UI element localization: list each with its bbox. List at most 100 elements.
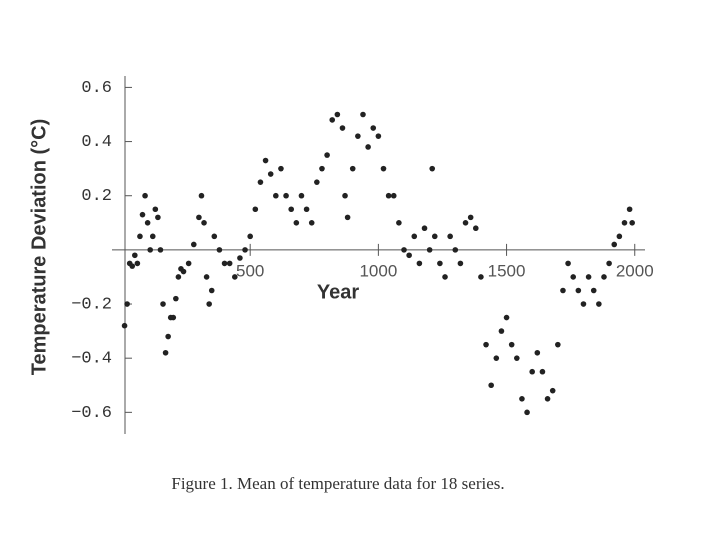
point (252, 206, 259, 213)
point (298, 192, 305, 199)
point (185, 260, 192, 267)
point (406, 252, 412, 259)
point (190, 241, 197, 248)
point (493, 355, 500, 361)
point (488, 382, 494, 389)
point (342, 192, 348, 199)
x-tick-label: 500 (236, 261, 264, 280)
point (339, 125, 346, 131)
point (416, 260, 423, 267)
x-tick-label: 2000 (616, 261, 654, 280)
point (149, 233, 156, 240)
point (196, 214, 202, 221)
point (431, 233, 438, 240)
point (452, 247, 459, 253)
point (565, 260, 571, 267)
point (380, 165, 387, 172)
point (570, 274, 577, 280)
point (175, 274, 182, 280)
point (472, 225, 479, 232)
point (208, 287, 215, 294)
y-tick-label: −0.2 (71, 296, 112, 315)
point (462, 220, 469, 226)
point (124, 301, 130, 307)
point (349, 165, 356, 172)
point (549, 387, 556, 394)
point (273, 192, 279, 199)
point (324, 152, 330, 158)
point (390, 192, 397, 199)
point (514, 355, 520, 361)
point (165, 333, 171, 340)
point (283, 192, 289, 199)
point (129, 263, 136, 269)
point (560, 287, 566, 294)
point (365, 144, 371, 150)
point (134, 260, 141, 267)
point (544, 396, 551, 402)
point (201, 220, 207, 226)
point (155, 214, 161, 221)
point (152, 206, 159, 213)
point (621, 220, 628, 226)
point (457, 260, 464, 267)
point (314, 179, 320, 185)
point (360, 111, 366, 118)
point (375, 133, 382, 139)
point (198, 192, 205, 199)
point (596, 301, 602, 307)
point (160, 301, 166, 307)
point (429, 165, 436, 172)
x-tick-label: 1000 (359, 261, 397, 280)
point (329, 117, 336, 123)
point (139, 211, 146, 218)
x-tick-label: 1500 (488, 261, 526, 280)
point (534, 349, 541, 356)
point (308, 220, 315, 226)
point (206, 301, 212, 307)
point (483, 341, 489, 348)
y-tick-label: 0.4 (81, 133, 112, 152)
point (498, 328, 505, 334)
point (442, 274, 448, 280)
point (539, 368, 546, 375)
point (180, 268, 187, 275)
point (257, 179, 264, 185)
point (173, 295, 179, 302)
point (401, 247, 407, 253)
point (590, 287, 597, 294)
point (203, 274, 210, 280)
point (467, 214, 474, 221)
y-axis-label: Temperature Deviation (°C) (28, 119, 50, 376)
y-tick-label: 0.6 (81, 79, 112, 98)
point (216, 247, 223, 253)
point (132, 252, 138, 259)
point (575, 287, 582, 294)
point (288, 206, 295, 213)
point (478, 274, 484, 280)
point (162, 349, 169, 356)
point (170, 314, 177, 321)
caption: Figure 1. Mean of temperature data for 1… (171, 474, 504, 493)
point (355, 133, 361, 139)
point (437, 260, 443, 267)
point (370, 125, 377, 131)
point (278, 165, 284, 172)
point (385, 192, 392, 199)
point (555, 341, 561, 348)
point (524, 409, 530, 416)
point (293, 220, 300, 226)
point (262, 157, 269, 164)
point (611, 241, 618, 248)
point (519, 396, 525, 402)
point (334, 111, 341, 118)
point (529, 368, 535, 375)
point (137, 233, 143, 240)
point (396, 220, 402, 226)
point (616, 233, 623, 240)
point (211, 233, 218, 240)
point (144, 220, 151, 226)
point (585, 274, 592, 280)
point (142, 192, 148, 199)
point (344, 214, 351, 221)
